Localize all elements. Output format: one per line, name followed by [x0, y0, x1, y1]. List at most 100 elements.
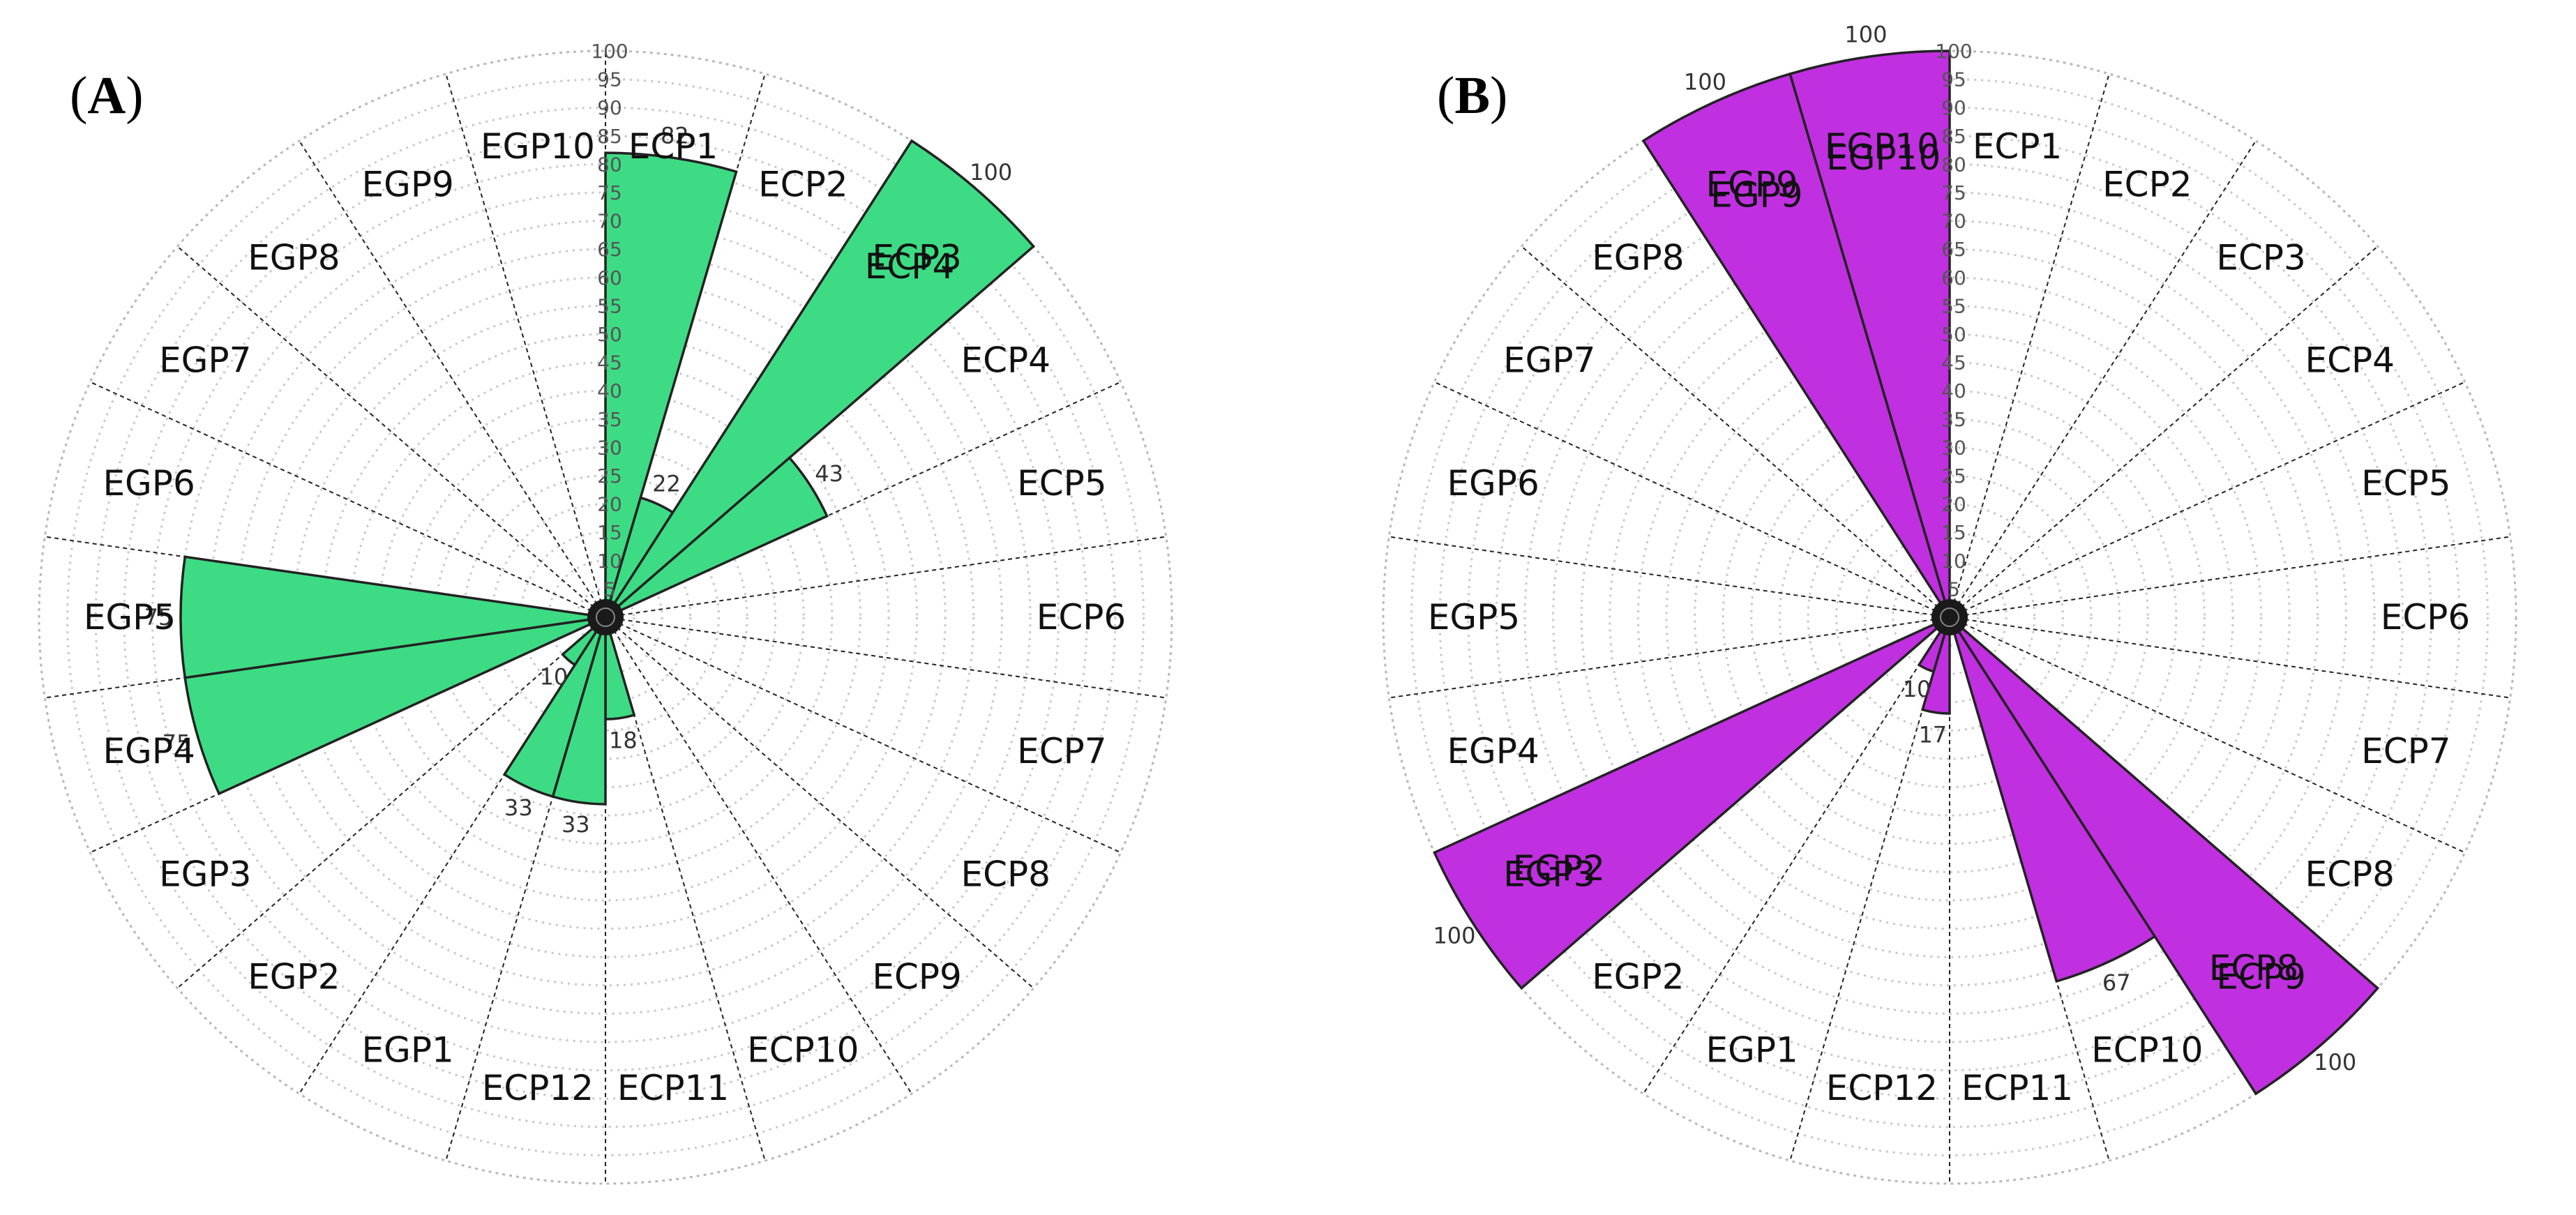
category-label-egp6: EGP6 — [1447, 463, 1539, 504]
radial-tick-label: 95 — [1941, 68, 1966, 91]
radial-tick-label: 45 — [1941, 352, 1966, 375]
grid-ring — [1722, 389, 2178, 845]
value-label: 100 — [1433, 922, 1475, 949]
value-label: 10 — [1903, 676, 1931, 702]
category-label-egp3: EGP3 — [1503, 854, 1595, 895]
grid-ring — [1438, 106, 2461, 1129]
spoke-line — [1949, 381, 2466, 618]
radial-tick-label: 25 — [597, 465, 622, 488]
category-label-ecp12: ECP12 — [482, 1068, 594, 1108]
spoke-line — [1949, 536, 2510, 618]
grid-ring — [208, 220, 1003, 1015]
inside-bar-label: EGP9 — [1710, 174, 1802, 215]
value-label: 100 — [970, 159, 1012, 186]
category-label-egp1: EGP1 — [362, 1029, 454, 1070]
polar-chart-b: 5101520253035404550556065707580859095100… — [1382, 22, 2517, 1185]
grid-ring — [1523, 191, 2376, 1043]
grid-ring — [1609, 276, 2291, 958]
radial-tick-label: 45 — [597, 352, 622, 375]
radial-tick-label: 40 — [1941, 379, 1966, 402]
grid-ring — [377, 389, 834, 845]
spoke-line — [176, 246, 606, 618]
bar-egp3 — [1433, 616, 1951, 990]
category-label-egp7: EGP7 — [1503, 340, 1595, 380]
radial-tick-label: 80 — [1941, 153, 1966, 176]
bar-egp10 — [1788, 50, 1951, 618]
radial-tick-label: 30 — [597, 436, 622, 459]
bar-ecp9 — [1948, 616, 2380, 1096]
grid-ring — [1636, 304, 2263, 930]
inside-bar-label: ECP4 — [865, 246, 954, 287]
spoke-line — [605, 617, 912, 1094]
radial-tick-label: 5 — [603, 578, 616, 601]
polar-chart-a: 5 10 15 20 25 30 35 40 45 50 55 60 65 70 75 80 85 90 95 100… — [38, 40, 1173, 1185]
category-label-egp10: EGP10 — [481, 126, 595, 167]
grid-ring — [1835, 503, 2064, 732]
value-label: 100 — [1684, 68, 1726, 95]
radial-tick-label: 65 — [1941, 238, 1966, 261]
category-label-ecp8: ECP8 — [961, 854, 1050, 895]
inside-bar-label: EGP2 — [1513, 848, 1605, 889]
grid-ring — [123, 135, 1088, 1100]
grid-ring — [179, 191, 1032, 1043]
bar-egp1 — [502, 617, 607, 799]
radial-tick-label: 50 — [1941, 323, 1966, 346]
category-label-egp4: EGP4 — [1447, 731, 1539, 771]
category-label-ecp7: ECP7 — [2361, 731, 2450, 771]
category-label-egp9: EGP9 — [362, 165, 454, 205]
value-label: 33 — [504, 794, 533, 821]
radial-tick-label: 95 — [597, 68, 622, 91]
radial-tick-label: 20 — [597, 493, 622, 516]
radial-tick-label: 55 — [597, 294, 622, 317]
category-label-egp1: EGP1 — [1706, 1029, 1798, 1070]
radial-tick-label: 50 — [597, 323, 622, 346]
radial-tick-label: 100 — [1935, 40, 1972, 63]
category-label-egp2: EGP2 — [248, 956, 340, 997]
radial-tick-label: 35 — [597, 408, 622, 431]
spoke-line — [1949, 73, 2110, 618]
center-hub — [1931, 599, 1968, 635]
spoke-line — [1949, 617, 2510, 699]
radial-tick-label: 100 — [591, 40, 628, 63]
category-label-egp5: EGP5 — [1428, 597, 1520, 637]
value-label: 75 — [144, 604, 173, 631]
radial-tick-label: 80 — [597, 153, 622, 176]
bar-egp4 — [183, 616, 606, 796]
category-label-ecp3: ECP3 — [872, 238, 961, 278]
inside-bar-label: ECP8 — [2209, 948, 2298, 988]
value-label: 100 — [1844, 22, 1887, 48]
category-label-egp10: EGP10 — [1825, 126, 1939, 167]
grid-ring — [38, 50, 1173, 1185]
polar-bars-a — [179, 139, 1036, 806]
category-label-egp6: EGP6 — [103, 463, 195, 504]
radial-tick-label: 65 — [597, 238, 622, 261]
category-label-ecp8: ECP8 — [2305, 854, 2395, 895]
category-label-ecp1: ECP1 — [1973, 126, 2062, 167]
spoke-line — [1643, 617, 1950, 1094]
polar-bars-b — [1433, 50, 2380, 1096]
spoke-line — [1389, 536, 1950, 618]
radial-tick-label: 85 — [1941, 125, 1966, 148]
radial-ticks-b: 5 10 15 20 25 30 35 40 45 50 55 60 65 70 75 80 85 90 95 100 — [1935, 40, 1972, 601]
panel-a-label: (A) — [70, 66, 144, 125]
panel-a-letter: A — [87, 66, 126, 125]
radial-tick-label: 5 — [1948, 578, 1960, 601]
spoke-line — [1389, 617, 1950, 699]
radial-tick-label: 35 — [1941, 408, 1966, 431]
radial-tick-label: 25 — [1941, 465, 1966, 488]
radial-tick-label: 20 — [1941, 493, 1966, 516]
spoke-line — [605, 617, 1122, 854]
category-labels-b: ECP1ECP2ECP3ECP4ECP5ECP6ECP7ECP8ECP9ECP1… — [1428, 126, 2470, 1108]
grid-ring — [1807, 474, 2093, 760]
grid-ring — [94, 106, 1117, 1129]
category-label-ecp10: ECP10 — [2091, 1029, 2203, 1070]
category-label-egp8: EGP8 — [248, 238, 340, 278]
radial-tick-label: 75 — [597, 181, 622, 204]
value-labels-a: 82 22 100 43 18 33 33 10 75 75 — [144, 122, 1013, 838]
value-label: 18 — [609, 727, 638, 753]
radial-tick-label: 10 — [1941, 550, 1966, 573]
spoke-line — [1949, 140, 2257, 618]
bar-egp9 — [1641, 72, 1951, 618]
grid-ring — [1750, 418, 2149, 817]
